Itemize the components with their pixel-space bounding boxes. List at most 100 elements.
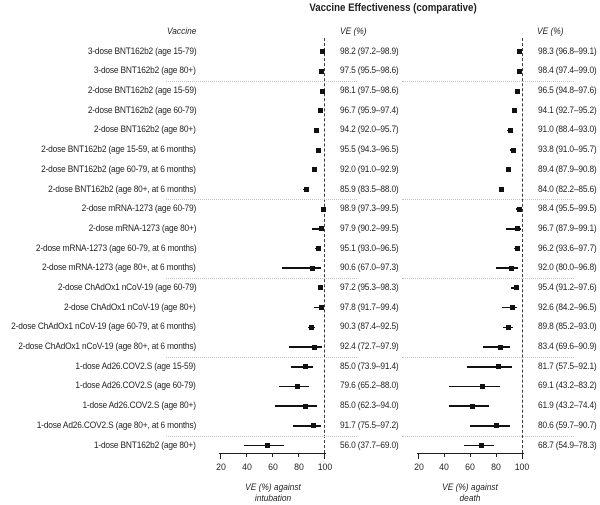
ve-value-death: 95.4 (91.2–97.6) bbox=[537, 281, 597, 293]
ve-value-intubation: 85.0 (62.3–94.0) bbox=[340, 400, 399, 412]
point-marker-intubation bbox=[318, 68, 324, 74]
point-marker-death bbox=[479, 443, 484, 448]
group-separator bbox=[402, 278, 574, 280]
point-marker-death bbox=[505, 167, 511, 173]
column-header-vaccine: Vaccine bbox=[166, 26, 196, 37]
ve-value-death: 89.8 (85.2–93.0) bbox=[537, 321, 597, 333]
group-separator bbox=[402, 81, 574, 83]
row-label: 2-dose BNT162b2 (age 60-79, at 6 months) bbox=[41, 163, 196, 175]
axis-tick-death bbox=[418, 453, 419, 459]
ve-value-intubation: 56.0 (37.7–69.0) bbox=[340, 439, 399, 451]
point-marker-intubation bbox=[311, 167, 317, 173]
ve-value-death: 81.7 (57.5–92.1) bbox=[537, 360, 597, 372]
point-marker-death bbox=[514, 88, 520, 94]
axis-tick-death bbox=[495, 453, 497, 457]
point-marker-death bbox=[509, 265, 515, 271]
row-label: 2-dose mRNA-1273 (age 80+, at 6 months) bbox=[42, 262, 196, 274]
ve-value-intubation: 97.2 (95.3–98.3) bbox=[340, 281, 399, 293]
ci-line-death bbox=[467, 365, 512, 368]
axis-tick-intubation bbox=[272, 453, 273, 457]
point-marker-death bbox=[513, 285, 519, 291]
point-marker-death bbox=[498, 344, 504, 350]
group-separator bbox=[166, 356, 357, 358]
ve-value-death: 98.4 (95.5–99.5) bbox=[537, 203, 597, 215]
ve-value-death: 92.0 (80.0–96.8) bbox=[537, 262, 597, 274]
ve-value-intubation: 98.1 (97.5–98.6) bbox=[340, 85, 399, 97]
ci-line-death bbox=[501, 306, 518, 309]
axis-tick-death bbox=[469, 453, 471, 457]
ve-value-death: 84.0 (82.2–85.6) bbox=[537, 183, 597, 195]
ve-value-intubation: 90.6 (67.0–97.3) bbox=[340, 262, 399, 274]
point-marker-intubation bbox=[319, 226, 325, 232]
group-separator bbox=[166, 278, 357, 280]
point-marker-death bbox=[515, 226, 521, 232]
axis-tick-intubation bbox=[246, 453, 247, 457]
reference-line-death bbox=[521, 38, 523, 453]
row-label: 3-dose BNT162b2 (age 15-79) bbox=[87, 45, 196, 57]
ve-value-intubation: 91.7 (75.5–97.2) bbox=[340, 419, 399, 431]
ve-value-death: 89.4 (87.9–90.8) bbox=[537, 163, 597, 175]
axis-tick-death bbox=[443, 453, 445, 457]
ve-value-death: 69.1 (43.2–83.2) bbox=[537, 380, 597, 392]
point-marker-intubation bbox=[302, 403, 308, 409]
ve-value-intubation: 95.5 (94.3–96.5) bbox=[340, 144, 399, 156]
ci-line-intubation bbox=[290, 365, 314, 368]
group-separator bbox=[402, 356, 574, 358]
point-marker-death bbox=[517, 68, 523, 74]
point-marker-intubation bbox=[319, 305, 325, 311]
point-marker-death bbox=[506, 324, 512, 330]
ve-value-death: 98.3 (96.8–99.1) bbox=[537, 45, 597, 57]
row-label: 1-dose Ad26.COV2.S (age 80+, at 6 months… bbox=[36, 419, 197, 431]
axis-tick-label-death: 100 bbox=[514, 461, 530, 473]
ci-line-intubation bbox=[292, 425, 321, 427]
axis-tick-label-intubation: 20 bbox=[215, 461, 226, 473]
point-marker-intubation bbox=[309, 324, 315, 330]
column-header-ve-intubation: VE (%) bbox=[340, 26, 367, 37]
point-marker-intubation bbox=[264, 443, 270, 448]
row-label: 2-dose BNT162b2 (age 15-59, at 6 months) bbox=[41, 144, 196, 156]
row-label: 2-dose mRNA-1273 (age 60-79, at 6 months… bbox=[35, 242, 196, 254]
chart-title: Vaccine Effectiveness (comparative) bbox=[309, 2, 477, 14]
ve-value-intubation: 97.9 (90.2–99.5) bbox=[340, 222, 399, 234]
axis-tick-label-intubation: 80 bbox=[293, 461, 304, 473]
ve-value-intubation: 97.5 (95.5–98.6) bbox=[340, 65, 399, 77]
point-marker-intubation bbox=[318, 285, 324, 291]
row-label: 2-dose BNT162b2 (age 60-79) bbox=[87, 104, 196, 116]
row-label: 1-dose Ad26.COV2.S (age 60-79) bbox=[75, 380, 196, 392]
point-marker-intubation bbox=[309, 265, 315, 271]
point-marker-death bbox=[509, 305, 515, 311]
point-marker-death bbox=[495, 364, 501, 370]
ve-value-intubation: 98.2 (97.2–98.9) bbox=[340, 45, 399, 57]
ve-value-intubation: 85.0 (73.9–91.4) bbox=[340, 360, 399, 372]
ci-line-death bbox=[469, 425, 510, 427]
axis-tick-intubation bbox=[324, 453, 325, 459]
row-label: 1-dose Ad26.COV2.S (age 15-59) bbox=[75, 360, 196, 372]
ci-line-death bbox=[463, 444, 494, 447]
ci-line-death bbox=[506, 228, 521, 230]
point-marker-intubation bbox=[316, 147, 322, 153]
axis-tick-death bbox=[521, 453, 523, 459]
group-separator bbox=[402, 199, 574, 201]
point-marker-death bbox=[498, 187, 504, 193]
x-axis-title-intubation: VE (%) against bbox=[244, 482, 301, 493]
ci-line-intubation bbox=[311, 228, 324, 230]
ci-line-intubation bbox=[243, 444, 285, 447]
x-axis-title-intubation: intubation bbox=[254, 493, 291, 504]
axis-tick-label-death: 40 bbox=[439, 461, 450, 473]
point-marker-death bbox=[511, 147, 517, 153]
ve-value-intubation: 94.2 (92.0–95.7) bbox=[340, 124, 399, 136]
point-marker-intubation bbox=[314, 127, 320, 133]
ve-value-death: 98.4 (97.4–99.0) bbox=[537, 65, 597, 77]
point-marker-death bbox=[517, 49, 523, 55]
group-separator bbox=[402, 435, 574, 437]
ve-value-intubation: 95.1 (93.0–96.5) bbox=[340, 242, 399, 254]
point-marker-intubation bbox=[303, 187, 309, 193]
ve-value-intubation: 90.3 (87.4–92.5) bbox=[340, 321, 399, 333]
column-header-ve-death: VE (%) bbox=[537, 26, 564, 37]
point-marker-death bbox=[479, 383, 485, 389]
axis-tick-intubation bbox=[220, 453, 221, 459]
row-label: 2-dose ChAdOx1 nCoV-19 (age 80+) bbox=[64, 301, 196, 313]
point-marker-death bbox=[494, 423, 500, 429]
ve-value-intubation: 92.0 (91.0–92.9) bbox=[340, 163, 399, 175]
